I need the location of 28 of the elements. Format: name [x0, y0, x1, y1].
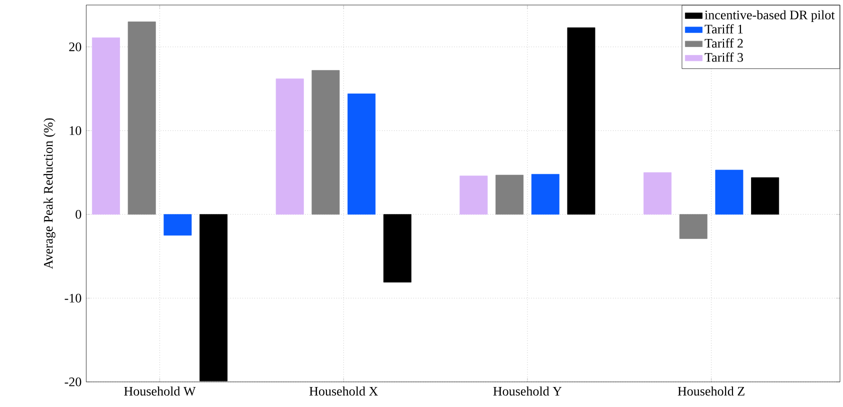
legend-label: Tariff 3 [704, 52, 743, 62]
x-tick-label: Household Y [493, 386, 562, 396]
bar [496, 174, 524, 215]
bar [679, 214, 708, 239]
y-tick-label: 20 [69, 42, 82, 52]
y-tick-label: 0 [76, 210, 82, 219]
legend-label: incentive-based DR pilot [704, 10, 835, 22]
y-tick-label: 10 [70, 126, 82, 136]
bar [644, 172, 672, 215]
bar [531, 174, 560, 215]
bar [751, 177, 780, 215]
bar [276, 78, 304, 215]
legend-label: Tariff 2 [704, 38, 743, 48]
bar [312, 70, 340, 215]
legend-label: Tariff 1 [704, 24, 743, 34]
x-tick-label: Household W [124, 386, 196, 396]
bar [348, 94, 376, 215]
bar [164, 214, 192, 236]
bar [460, 176, 488, 215]
x-tick-label: Household X [309, 386, 378, 396]
y-tick-label: -20 [64, 378, 82, 386]
y-tick-label: -10 [64, 294, 82, 303]
bar [715, 170, 744, 215]
bar [92, 37, 120, 215]
bar [567, 27, 596, 215]
bar [383, 214, 412, 282]
y-axis-title: Average Peak Reduction (%) [44, 118, 56, 270]
x-tick-label: Household Z [678, 386, 744, 396]
